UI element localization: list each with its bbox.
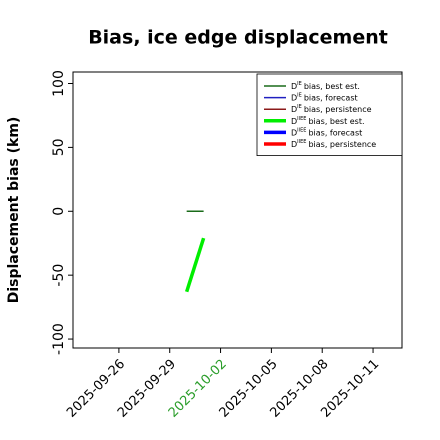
legend-label: DIE bias, persistence xyxy=(291,104,372,114)
legend-label: DIE bias, best est. xyxy=(291,81,360,91)
legend-superscript: IE xyxy=(297,92,302,98)
legend-label: DIIEE bias, forecast xyxy=(291,127,362,137)
legend-name: bias, persistence xyxy=(304,105,372,114)
y-tick-label: -100 xyxy=(51,323,67,355)
legend-label: DIIEE bias, best est. xyxy=(291,115,365,125)
legend-symbol: D xyxy=(291,128,297,137)
legend-symbol: D xyxy=(291,105,297,114)
legend-name: bias, forecast xyxy=(304,93,358,102)
legend-symbol: D xyxy=(291,93,297,102)
plot-frame xyxy=(72,71,403,349)
legend-symbol: D xyxy=(291,140,297,149)
legend-superscript: IE xyxy=(297,81,302,87)
legend-superscript: IE xyxy=(297,104,302,110)
y-tick-label: 0 xyxy=(51,207,67,216)
legend-symbol: D xyxy=(291,82,297,91)
legend-name: bias, best est. xyxy=(308,116,364,125)
chart-title: Bias, ice edge displacement xyxy=(88,27,388,49)
legend-box xyxy=(256,73,403,156)
legend-superscript: IIEE xyxy=(297,127,306,133)
legend-label: DIIEE bias, persistence xyxy=(291,139,376,149)
legend-name: bias, best est. xyxy=(304,82,360,91)
y-tick-label: -50 xyxy=(51,264,67,287)
y-axis-label: Displacement bias (km) xyxy=(6,117,22,304)
legend-symbol: D xyxy=(291,116,297,125)
legend-name: bias, persistence xyxy=(308,140,376,149)
legend-superscript: IIEE xyxy=(297,115,306,121)
legend-name: bias, forecast xyxy=(308,128,362,137)
y-tick-label: 100 xyxy=(51,70,67,97)
legend-superscript: IIEE xyxy=(297,139,306,145)
legend-label: DIE bias, forecast xyxy=(291,92,358,102)
series-line xyxy=(184,237,206,293)
y-tick-label: 50 xyxy=(51,138,67,156)
